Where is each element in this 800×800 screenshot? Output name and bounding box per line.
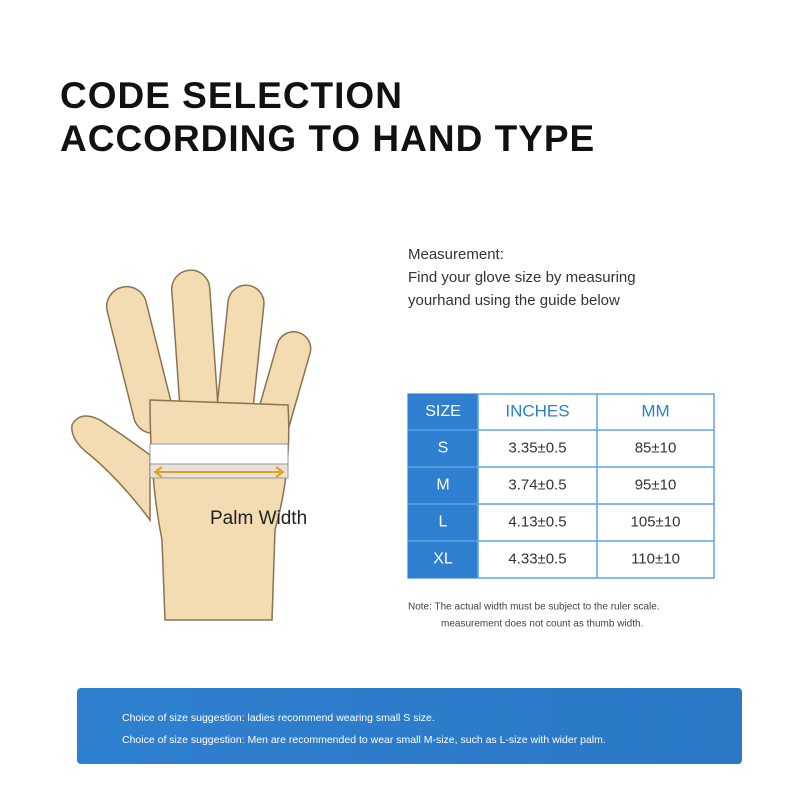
table-header: SIZE (425, 403, 461, 420)
title-line: CODE SELECTION (60, 75, 403, 116)
table-cell: XL (433, 551, 453, 568)
hand-label: Palm Width (210, 508, 307, 529)
table-cell: 95±10 (635, 476, 677, 493)
hand-illustration (71, 269, 312, 621)
footer-text: Choice of size suggestion: Men are recom… (122, 734, 606, 746)
measurement-text: Find your glove size by measuring (408, 269, 636, 286)
table-header: MM (641, 401, 669, 420)
note: measurement does not count as thumb widt… (441, 619, 643, 630)
table-cell: 85±10 (635, 439, 677, 456)
size-column (408, 394, 478, 578)
note: Note: The actual width must be subject t… (408, 602, 660, 613)
footer-text: Choice of size suggestion: ladies recomm… (122, 712, 435, 724)
table-cell: 3.74±0.5 (508, 476, 566, 493)
measurement-text: yourhand using the guide below (408, 292, 620, 309)
table-cell: S (438, 440, 449, 457)
size-table: SIZE INCHES MM S 3.35±0.5 85±10 M 3.74±0.5 95±10… (407, 393, 715, 579)
footer-banner (77, 688, 742, 764)
table-cell: 110±10 (631, 550, 680, 567)
measurement-text: Measurement: (408, 246, 504, 263)
table-cell: 3.35±0.5 (508, 439, 566, 456)
table-cell: L (439, 514, 448, 531)
table-cell: M (436, 477, 449, 494)
table-header: INCHES (505, 401, 569, 420)
table-cell: 4.13±0.5 (508, 513, 566, 530)
title-line: ACCORDING TO HAND TYPE (60, 118, 595, 159)
table-cell: 4.33±0.5 (508, 550, 566, 567)
table-cell: 105±10 (631, 513, 681, 530)
